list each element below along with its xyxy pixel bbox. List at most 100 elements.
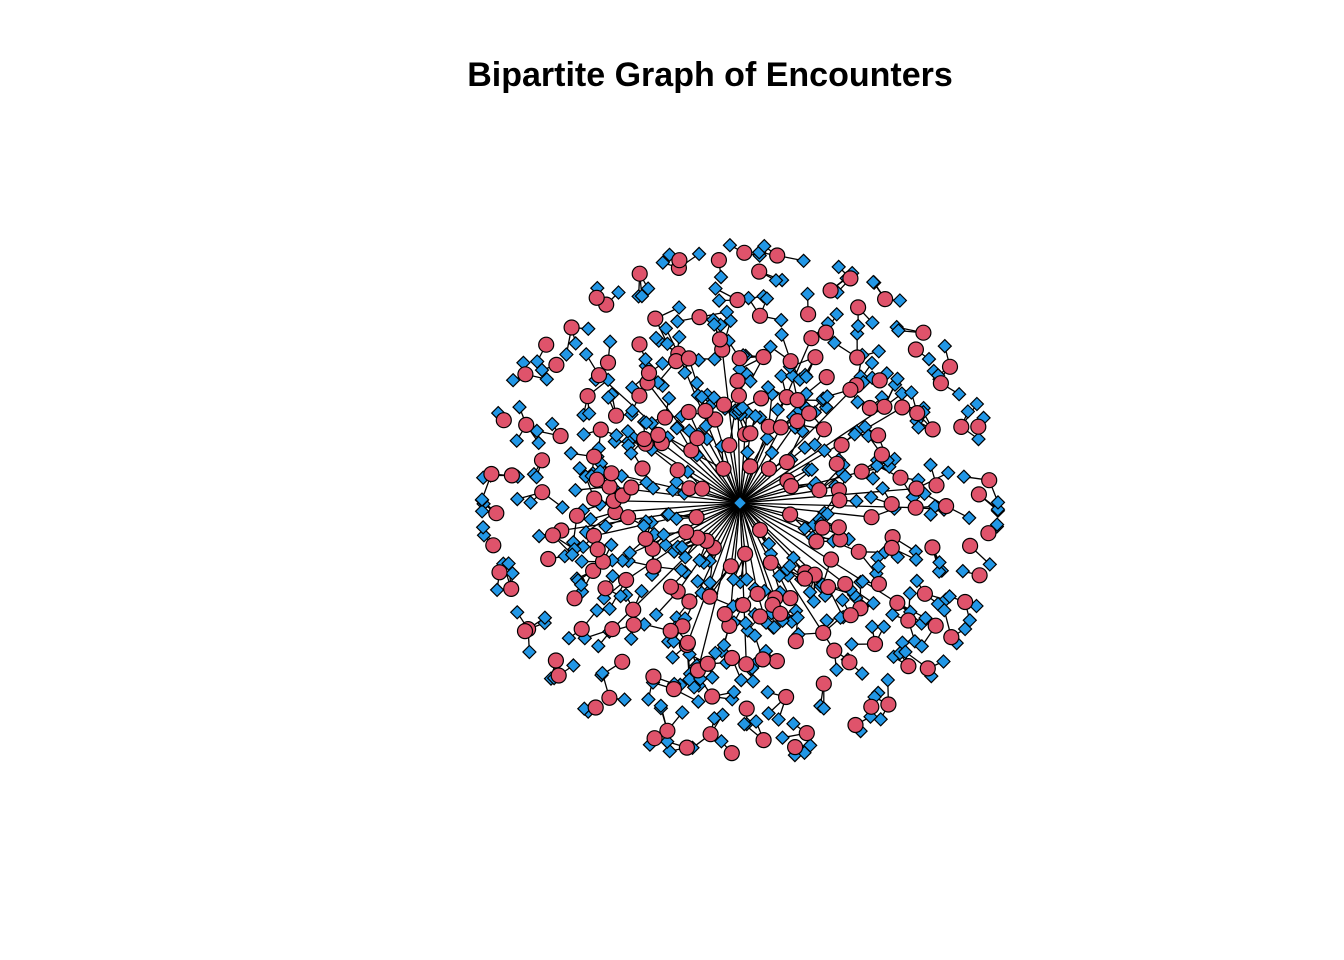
circle-node [584,562,602,580]
diamond-node [581,406,597,421]
diamond-node [880,672,896,688]
diamond-node [844,636,859,652]
diamond-node [829,662,844,678]
graph-edge [661,442,741,504]
circle-node [603,465,620,482]
diamond-node [669,474,684,490]
circle-node [866,635,884,653]
diamond-node [671,300,687,315]
graph-edge [739,480,788,504]
circle-node [579,388,596,405]
diamond-node [760,684,776,700]
diamond-node [603,537,619,553]
diamond-node [564,547,580,562]
circle-node [830,519,847,536]
diamond-node [837,469,853,484]
plot-title: Bipartite Graph of Encounters [467,56,953,94]
diamond-node [908,552,924,567]
circle-node [941,358,959,375]
circle-node [892,469,909,486]
diamond-node [747,628,763,644]
circle-node [800,405,818,422]
circle-node [585,527,603,545]
circle-node [883,539,900,557]
circle-node [850,543,867,560]
circle-node [807,349,824,366]
circle-node [782,353,799,370]
diamond-node [921,351,937,367]
diamond-node [982,557,998,572]
diamond-node [961,510,977,526]
diamond-node [771,712,786,727]
circle-node [970,418,987,435]
diamond-node [960,404,976,419]
circle-node [656,409,674,426]
circle-node [723,649,741,667]
diamond-node [708,645,723,661]
diamond-node [969,396,985,412]
graph-edge [739,502,872,518]
diamond-node [634,583,649,599]
circle-node [861,399,879,417]
diamond-node [563,445,579,461]
circle-node [803,330,820,347]
circle-node [937,498,955,515]
circle-node [822,551,840,568]
circle-node [815,624,832,642]
circle-node [796,570,814,587]
diamond-node [761,536,777,552]
diamond-node [936,602,952,618]
diamond-node [756,238,772,254]
diamond-node [611,285,626,300]
circle-node [647,310,664,327]
circle-node [729,291,746,309]
diamond-node [940,465,956,481]
circle-node [907,499,924,516]
diamond-node [489,582,505,598]
diamond-node [537,610,553,626]
diamond-node [622,545,638,561]
diamond-node [722,237,738,253]
diamond-node [641,692,656,707]
diamond-node [898,644,913,660]
circle-node [909,405,926,422]
diamond-node [613,588,628,604]
diamond-node [871,343,887,359]
diamond-node [677,365,693,381]
circle-node [736,545,754,563]
circle-node [734,596,752,614]
circle-node [870,575,888,593]
diamond-node [804,462,820,477]
circle-node [701,588,718,605]
diamond-node [759,431,775,446]
circle-node [908,480,925,497]
circle-node [863,509,880,526]
diamond-node [885,607,900,622]
graph-edge [739,406,885,504]
circle-node [689,430,706,447]
diamond-node [761,706,776,721]
circle-node [787,633,804,650]
circle-node [533,452,551,469]
diamond-node [902,586,918,601]
circle-node [883,496,900,513]
diamond-node [782,558,798,574]
diamond-node [623,631,639,647]
circle-node [636,430,653,448]
diamond-node [578,346,594,362]
circle-node [871,372,888,389]
diamond-node [689,375,705,391]
diamond-node [865,274,881,290]
diamond-node [892,293,908,308]
diamond-node [690,694,706,709]
circle-node [760,460,778,477]
circle-node [876,291,894,308]
diamond-node [955,563,971,579]
graph-edge [739,502,776,599]
diamond-node [625,403,640,419]
circle-node [863,698,880,715]
diamond-node [800,286,815,302]
circle-node [538,336,555,353]
circle-node [721,437,738,454]
circle-node [491,564,508,581]
